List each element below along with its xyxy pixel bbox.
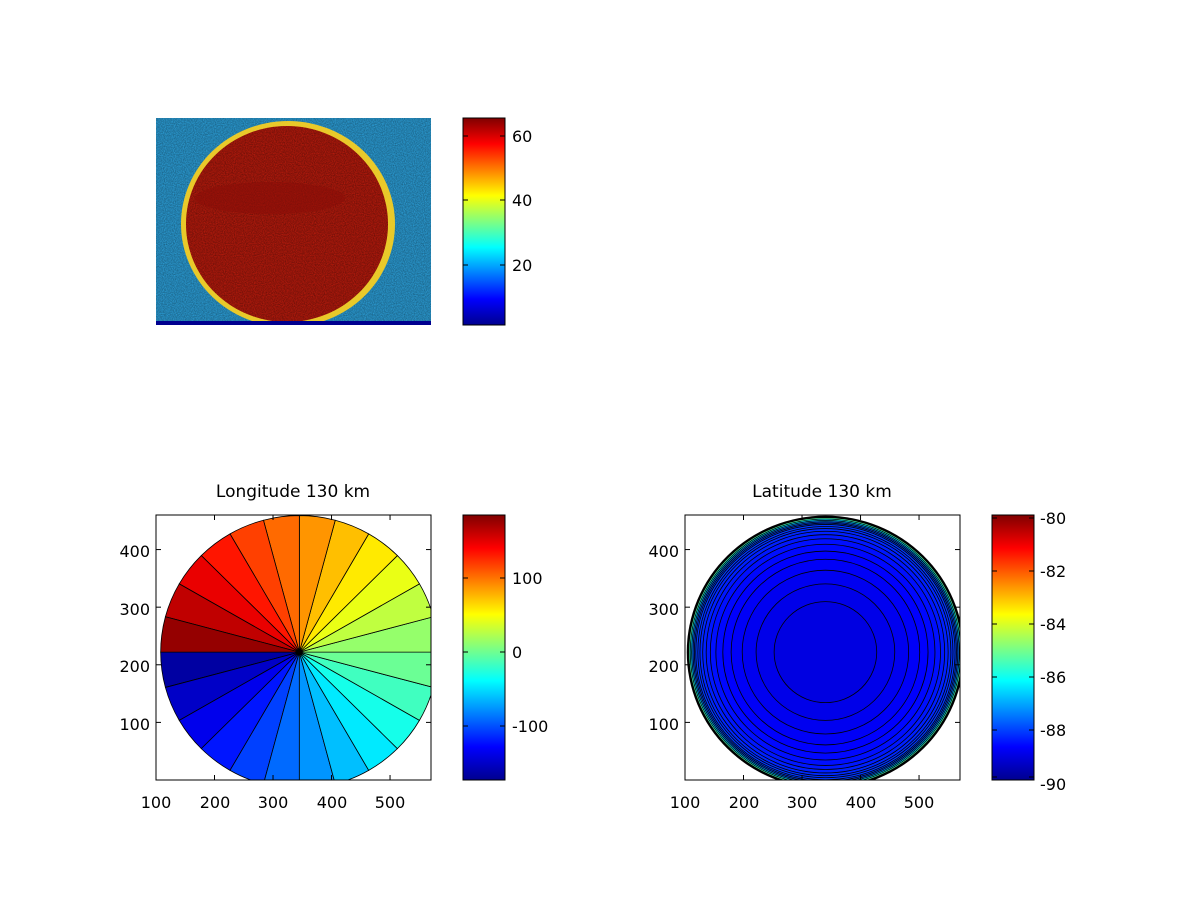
colorbar-2-tick-label: 0 xyxy=(512,643,522,662)
latitude-title: Latitude 130 km xyxy=(752,482,892,502)
colorbar-3-tick-label: -88 xyxy=(1040,721,1066,740)
latitude-xtick-label: 300 xyxy=(787,793,818,812)
colorbar-3-tick-label: -80 xyxy=(1040,509,1066,528)
latitude-axes-frame xyxy=(684,514,961,781)
image-dark-band xyxy=(195,182,345,214)
image-bottom-stripe xyxy=(156,321,431,325)
colorbar-2-tick-label: 100 xyxy=(512,569,543,588)
longitude-sector xyxy=(264,652,300,780)
latitude-xtick-labels: 100 200 300 400 500 xyxy=(670,793,935,812)
colorbar-3 xyxy=(991,514,1035,781)
colorbar-2-tick-label: -100 xyxy=(512,717,548,736)
colorbar-1-tick-label: 60 xyxy=(512,127,532,146)
longitude-ytick-label: 300 xyxy=(119,600,150,619)
image-panel: 20 40 60 xyxy=(156,117,532,326)
longitude-panel: Longitude 130 km 100 200 300 400 500 100… xyxy=(119,482,548,812)
colorbar-1-tick-label: 20 xyxy=(512,256,532,275)
longitude-sector xyxy=(160,616,300,653)
colorbar-3-ticks: -80 -82 -84 -86 -88 -90 xyxy=(992,509,1066,794)
image-disk-noise xyxy=(186,126,388,322)
longitude-sector xyxy=(299,651,431,688)
latitude-ytick-label: 300 xyxy=(648,600,679,619)
latitude-xtick-label: 400 xyxy=(846,793,877,812)
longitude-xtick-label: 300 xyxy=(258,793,289,812)
longitude-sector xyxy=(229,651,300,780)
latitude-ytick-label: 100 xyxy=(648,715,679,734)
latitude-panel: Latitude 130 km 100 200 300 400 500 100 … xyxy=(648,482,1066,812)
latitude-xtick-label: 100 xyxy=(670,793,701,812)
longitude-ticks xyxy=(155,515,431,780)
longitude-xtick-label: 500 xyxy=(375,793,406,812)
longitude-xtick-label: 100 xyxy=(141,793,172,812)
longitude-title: Longitude 130 km xyxy=(216,482,370,502)
colorbar-3-tick-label: -86 xyxy=(1040,668,1066,687)
latitude-xtick-label: 500 xyxy=(904,793,935,812)
colorbar-1-ticks: 20 40 60 xyxy=(463,127,532,275)
colorbar-2-ticks: 100 0 -100 xyxy=(463,569,548,736)
colorbar-2 xyxy=(462,514,506,781)
longitude-axes-frame xyxy=(155,514,432,781)
colorbar-3-tick-label: -84 xyxy=(1040,615,1066,634)
colorbar-1-tick-label: 40 xyxy=(512,191,532,210)
latitude-ytick-labels: 100 200 300 400 xyxy=(648,542,679,734)
longitude-xtick-label: 200 xyxy=(200,793,231,812)
latitude-contour xyxy=(773,601,878,704)
latitude-ytick-label: 400 xyxy=(648,542,679,561)
latitude-xtick-label: 200 xyxy=(729,793,760,812)
colorbar-3-tick-label: -90 xyxy=(1040,775,1066,794)
longitude-ytick-label: 400 xyxy=(119,542,150,561)
colorbar-3-tick-label: -82 xyxy=(1040,562,1066,581)
longitude-ytick-label: 200 xyxy=(119,657,150,676)
longitude-ytick-labels: 100 200 300 400 xyxy=(119,542,150,734)
latitude-ytick-label: 200 xyxy=(648,657,679,676)
latitude-contours xyxy=(686,515,960,780)
longitude-xtick-labels: 100 200 300 400 500 xyxy=(141,793,406,812)
longitude-xtick-label: 400 xyxy=(317,793,348,812)
longitude-sectors xyxy=(160,515,431,780)
longitude-sector xyxy=(299,651,431,721)
latitude-ticks xyxy=(684,515,960,780)
colorbar-1 xyxy=(462,117,506,326)
longitude-ytick-label: 100 xyxy=(119,715,150,734)
